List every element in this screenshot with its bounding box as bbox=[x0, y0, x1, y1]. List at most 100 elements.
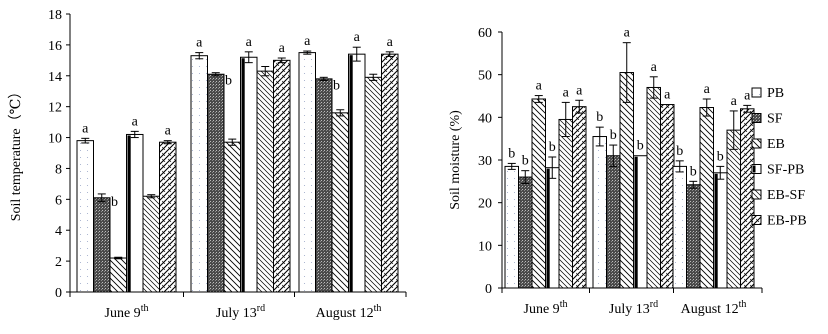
bar-eb-july-13 bbox=[223, 141, 241, 293]
significance-label: b bbox=[333, 78, 340, 93]
significance-label: a bbox=[165, 124, 172, 139]
significance-label: a bbox=[651, 60, 658, 75]
y-tick-label: 14 bbox=[48, 70, 62, 85]
bar-stripe bbox=[127, 135, 131, 292]
significance-label: b bbox=[549, 140, 556, 155]
bar-eb-sf-june-9 bbox=[142, 195, 160, 293]
legend-label-sf: SF bbox=[767, 112, 783, 127]
legend-label-eb-sf: EB-SF bbox=[767, 188, 805, 203]
legend-swatch-eb-sf bbox=[751, 189, 762, 200]
significance-label: a bbox=[354, 30, 361, 45]
significance-label: a bbox=[304, 34, 311, 49]
significance-label: a bbox=[731, 94, 738, 109]
y-tick-label: 10 bbox=[478, 239, 492, 254]
bar-stripe bbox=[546, 168, 550, 288]
significance-label: b bbox=[508, 146, 515, 161]
y-tick-label: 12 bbox=[48, 101, 62, 116]
y-tick-label: 0 bbox=[485, 282, 492, 297]
y-tick-label: 16 bbox=[48, 39, 62, 54]
y-tick-label: 40 bbox=[478, 111, 492, 126]
bar-eb-june-9 bbox=[109, 257, 127, 293]
y-tick-label: 20 bbox=[478, 197, 492, 212]
significance-label: a bbox=[387, 35, 394, 50]
legend-swatch-sf bbox=[751, 113, 762, 123]
x-group-label: August 12th bbox=[681, 299, 747, 317]
y-tick-label: 6 bbox=[55, 193, 62, 208]
bar-eb-july-13 bbox=[619, 72, 634, 289]
chart-legend: PB SF EB SF-PB EB-SF EB-PB bbox=[751, 86, 807, 229]
significance-label: a bbox=[246, 35, 253, 50]
y-tick-label: 4 bbox=[55, 224, 62, 239]
bar-pb-july-13 bbox=[592, 136, 607, 289]
bar-eb-sf-june-9 bbox=[558, 118, 573, 289]
y-axis-title: Soil moisture (%) bbox=[448, 110, 463, 210]
significance-label: a bbox=[82, 121, 89, 136]
bar-eb-sf-july-13 bbox=[256, 70, 274, 293]
significance-label: a bbox=[664, 88, 671, 103]
x-group-label: July 13rd bbox=[609, 299, 658, 317]
significance-label: a bbox=[196, 36, 203, 51]
bar-stripe bbox=[241, 58, 245, 292]
bar-eb-sf-july-13 bbox=[646, 86, 661, 289]
legend-label-eb: EB bbox=[767, 137, 785, 152]
legend-swatch-sf-pb bbox=[751, 164, 762, 174]
y-tick-label: 50 bbox=[478, 69, 492, 84]
legend-label-eb-pb: EB-PB bbox=[767, 214, 807, 229]
x-group-label: July 13rd bbox=[216, 303, 265, 321]
bar-sf-august-12 bbox=[686, 184, 701, 289]
significance-label: a bbox=[279, 41, 286, 56]
bar-eb-sf-august-12 bbox=[726, 129, 741, 289]
bar-sf-june-9 bbox=[93, 197, 111, 293]
bar-pb-august-12 bbox=[298, 52, 316, 293]
significance-label: a bbox=[624, 26, 631, 41]
legend-label-sf-pb: SF-PB bbox=[767, 163, 804, 178]
bar-pb-june-9 bbox=[76, 140, 94, 293]
significance-label: b bbox=[717, 149, 724, 164]
bar-sf-july-13 bbox=[207, 73, 225, 293]
legend-label-pb: PB bbox=[767, 86, 784, 101]
x-group-label: June 9th bbox=[105, 303, 149, 321]
bar-stripe bbox=[634, 156, 638, 288]
legend-swatch-pb bbox=[751, 87, 762, 98]
y-tick-label: 8 bbox=[55, 162, 62, 177]
significance-label: b bbox=[522, 154, 529, 169]
significance-label: a bbox=[536, 79, 543, 94]
y-tick-label: 60 bbox=[478, 26, 492, 41]
significance-label: b bbox=[676, 144, 683, 159]
bar-stripe bbox=[349, 55, 353, 293]
bar-sf-august-12 bbox=[315, 78, 333, 293]
bar-eb-june-9 bbox=[531, 98, 546, 289]
x-group-label: August 12th bbox=[316, 303, 382, 321]
bar-pb-june-9 bbox=[504, 165, 519, 289]
significance-label: a bbox=[563, 85, 570, 100]
y-tick-label: 18 bbox=[48, 8, 62, 23]
bar-eb-pb-august-12 bbox=[381, 53, 399, 293]
significance-label: b bbox=[596, 110, 603, 125]
y-axis-title: Soil temperature（℃） bbox=[8, 85, 24, 222]
significance-label: b bbox=[690, 164, 697, 179]
bar-eb-pb-june-9 bbox=[159, 141, 177, 293]
bar-eb-pb-july-13 bbox=[660, 104, 675, 289]
bar-sf-june-9 bbox=[518, 176, 533, 289]
bar-eb-sf-august-12 bbox=[364, 76, 382, 293]
y-tick-label: 30 bbox=[478, 154, 492, 169]
y-tick-label: 10 bbox=[48, 132, 62, 147]
y-tick-label: 0 bbox=[55, 286, 62, 301]
significance-label: b bbox=[225, 74, 232, 89]
bar-eb-august-12 bbox=[331, 112, 349, 293]
bar-eb-pb-july-13 bbox=[273, 59, 291, 293]
bar-pb-july-13 bbox=[190, 55, 208, 293]
significance-label: b bbox=[610, 128, 617, 143]
x-group-label: June 9th bbox=[524, 299, 568, 317]
legend-swatch-eb-pb bbox=[751, 215, 762, 225]
significance-label: a bbox=[704, 82, 711, 97]
y-tick-label: 2 bbox=[55, 255, 62, 270]
legend-swatch-eb bbox=[751, 138, 762, 149]
significance-label: a bbox=[132, 114, 139, 129]
bar-pb-august-12 bbox=[672, 165, 687, 289]
bar-sf-july-13 bbox=[606, 155, 621, 289]
bar-eb-pb-june-9 bbox=[572, 106, 587, 289]
